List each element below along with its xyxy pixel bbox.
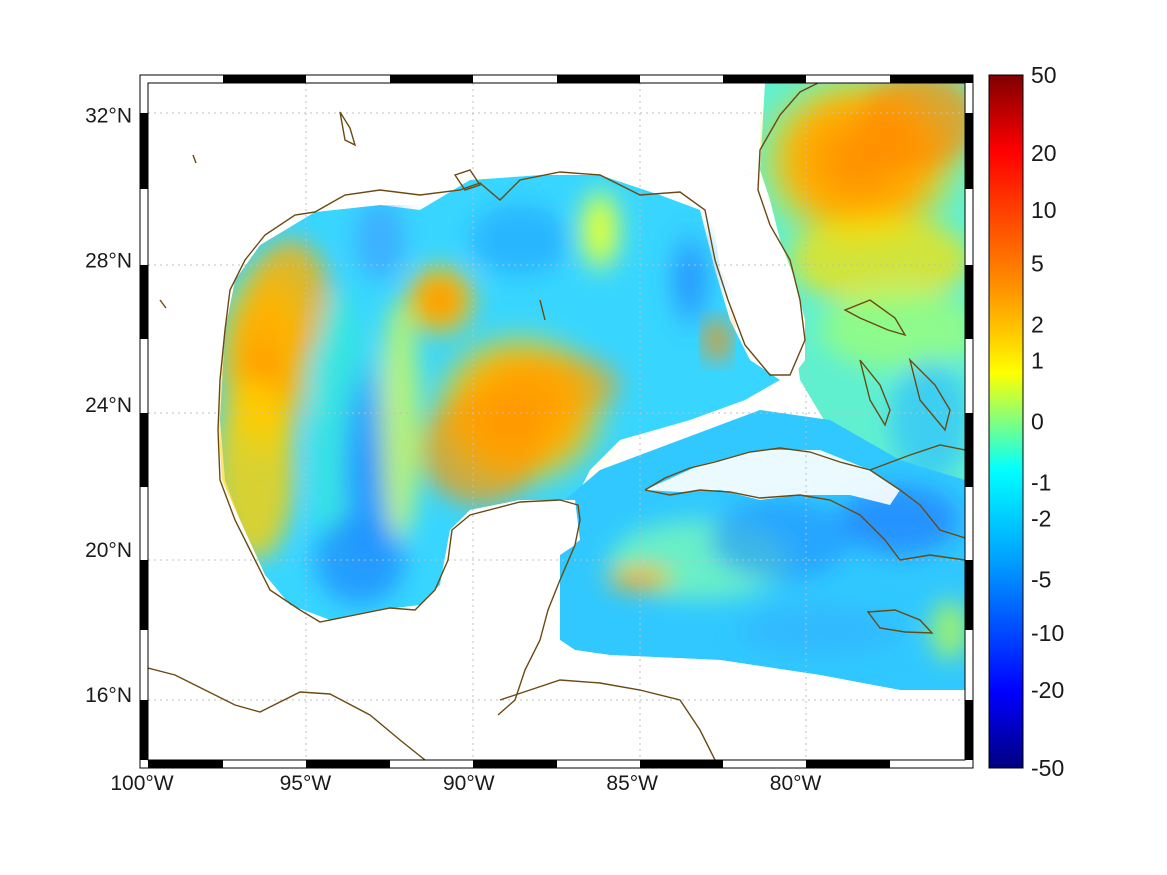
- atlantic-data-field: [750, 83, 965, 560]
- y-tick-label: 16°N: [85, 684, 132, 707]
- colorbar-tick-label: 50: [1031, 62, 1057, 88]
- colorbar-tick-label: -2: [1031, 505, 1051, 531]
- colorbar-tick-label: 0: [1031, 409, 1044, 435]
- gulf-data-field: [210, 175, 780, 620]
- x-tick-label: 100°W: [110, 772, 173, 795]
- x-tick-label: 85°W: [606, 772, 658, 795]
- x-tick-label: 90°W: [443, 772, 495, 795]
- coastline: [148, 83, 965, 760]
- y-tick-label: 20°N: [85, 539, 132, 562]
- map-frame: [139, 74, 974, 769]
- colorbar-tick-label: -20: [1031, 677, 1064, 703]
- y-axis-labels: 32°N 28°N 24°N 20°N 16°N: [85, 105, 132, 707]
- colorbar-tick-label: 1: [1031, 347, 1044, 373]
- x-tick-label: 95°W: [280, 772, 332, 795]
- land-mask: [148, 83, 965, 760]
- colorbar-tick-label: -10: [1031, 620, 1064, 646]
- x-axis-labels: 100°W 95°W 90°W 85°W 80°W: [110, 772, 821, 795]
- colorbar-tick-label: -5: [1031, 566, 1051, 592]
- colorbar-tick-label: 10: [1031, 197, 1057, 223]
- colorbar-tick-label: 20: [1031, 140, 1057, 166]
- map-area: [148, 83, 965, 760]
- y-tick-label: 32°N: [85, 105, 132, 128]
- colorbar-gradient: [988, 74, 1024, 769]
- colorbar-tick-label: 2: [1031, 312, 1044, 338]
- y-tick-label: 28°N: [85, 249, 132, 272]
- graticule: [148, 83, 965, 760]
- x-tick-label: 80°W: [770, 772, 822, 795]
- colorbar-tick-label: -1: [1031, 470, 1051, 496]
- y-tick-label: 24°N: [85, 394, 132, 417]
- colorbar-tick-label: -50: [1031, 755, 1064, 781]
- colorbar-tick-label: 5: [1031, 251, 1044, 277]
